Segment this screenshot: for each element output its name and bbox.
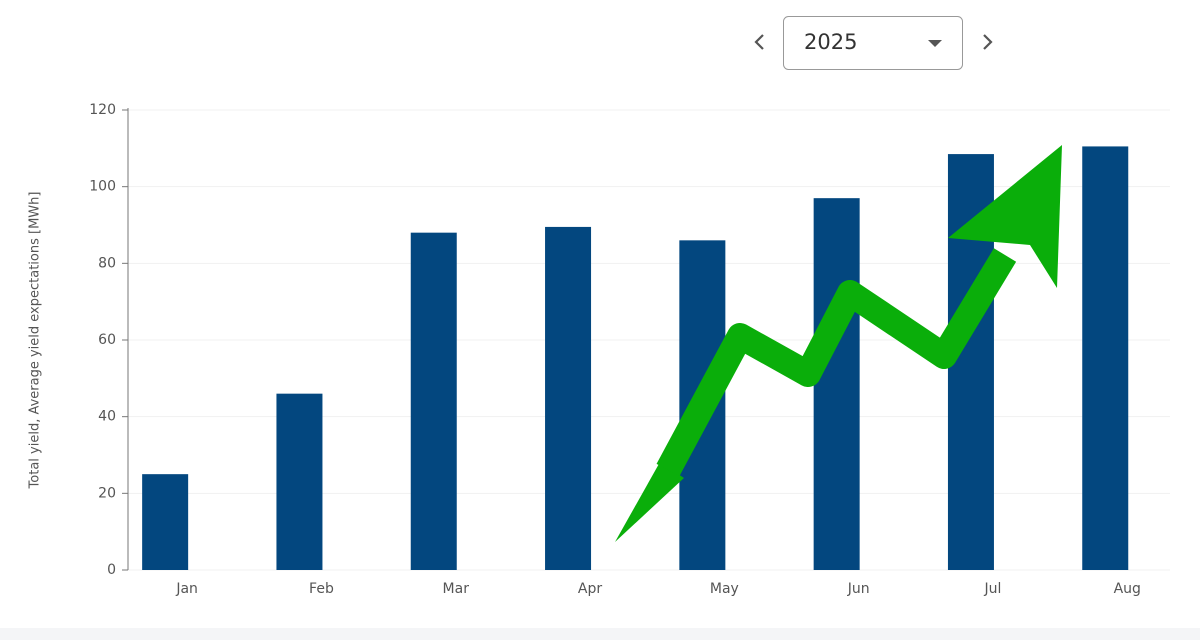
x-tick-label: Aug (1114, 581, 1141, 597)
y-tick-label: 40 (98, 409, 116, 425)
bar (545, 226, 592, 570)
x-tick-label: Jan (175, 581, 198, 597)
x-tick-label: Feb (309, 581, 334, 597)
next-year-button[interactable] (983, 34, 993, 50)
y-tick-label: 20 (98, 485, 116, 501)
x-tick-label: Jun (847, 581, 870, 597)
x-tick-label: Mar (443, 581, 470, 597)
footer-strip (0, 628, 1200, 640)
prev-year-button[interactable] (754, 34, 764, 50)
x-tick-label: Apr (578, 581, 602, 597)
y-axis-label: Total yield, Average yield expectations … (28, 192, 43, 490)
y-tick-label: 80 (98, 255, 116, 271)
bar (410, 232, 457, 570)
dropdown-caret (928, 40, 942, 47)
year-value: 2025 (804, 30, 857, 54)
y-tick-label: 60 (98, 332, 116, 348)
bar (1082, 146, 1129, 570)
bar (813, 198, 860, 570)
x-tick-label: Jul (983, 581, 1001, 597)
bar (142, 474, 189, 570)
x-tick-label: May (710, 581, 739, 597)
trend-arrow (615, 145, 1062, 542)
y-tick-label: 0 (107, 562, 116, 578)
bar (276, 393, 323, 570)
y-tick-label: 120 (89, 102, 116, 118)
y-tick-label: 100 (89, 179, 116, 195)
year-dropdown[interactable] (783, 16, 963, 70)
